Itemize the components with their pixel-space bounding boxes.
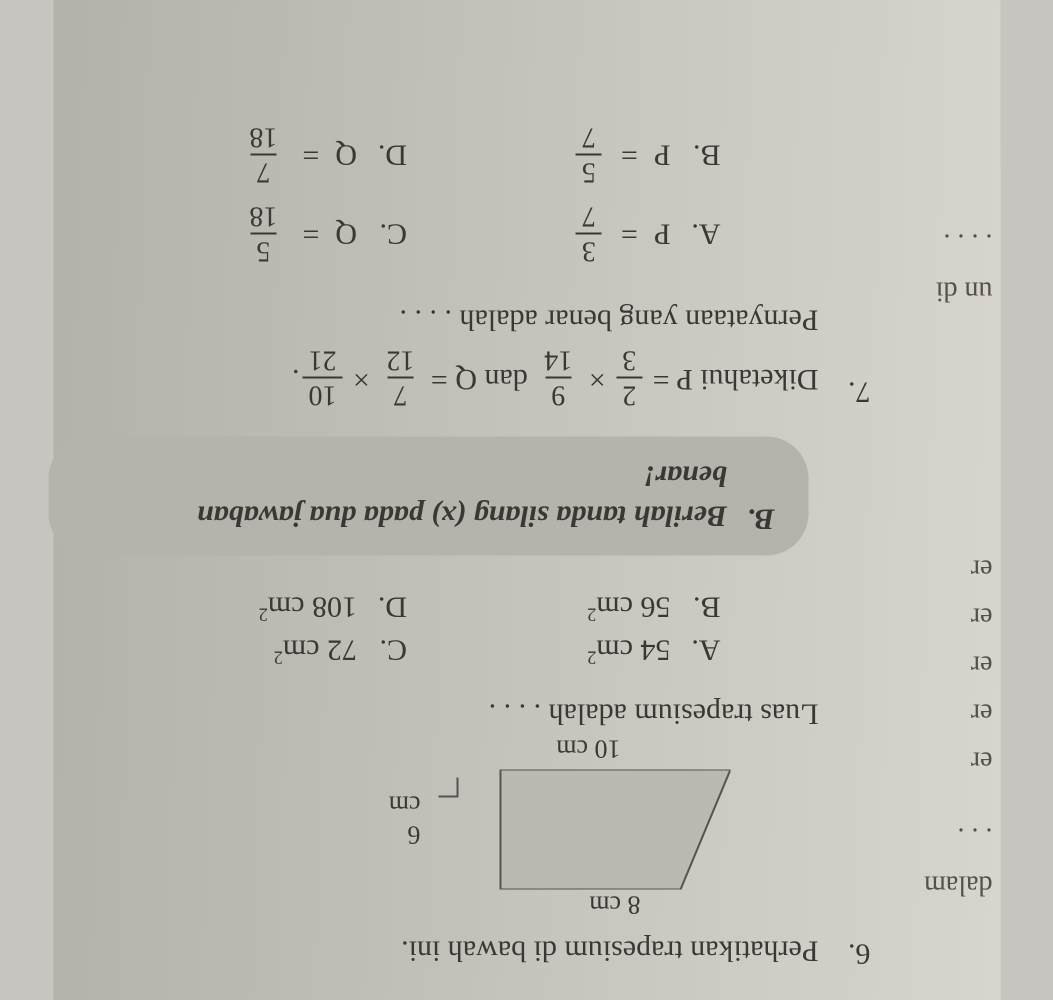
q7-col-right: C. Q = 5 18 D. Q = 7 18	[93, 106, 407, 280]
q7-lead: Diketahui P =	[652, 362, 818, 395]
question-6: 6. Perhatikan trapesium di bawah ini.	[93, 930, 870, 971]
choice-letter: B.	[686, 137, 720, 171]
trapezoid-shape	[430, 770, 730, 890]
q6-prompt: Luas trapesium adalah . . . .	[93, 693, 818, 734]
main-column: 6. Perhatikan trapesium di bawah ini. 8 …	[93, 106, 870, 970]
section-b-text: Berilah tanda silang (x) pada dua jawaba…	[196, 456, 726, 535]
frag-er: er	[910, 642, 992, 680]
frag-dalam: dalam	[910, 862, 992, 900]
q7-equation-line: Diketahui P = 2 3 × 9 14 dan Q = 7 12	[93, 345, 818, 408]
frag-er: er	[910, 594, 992, 632]
q6-text: Perhatikan trapesium di bawah ini.	[93, 930, 818, 971]
choice-var: Q	[335, 137, 357, 171]
q7-choices: A. P = 3 7 B. P = 5 7	[93, 106, 720, 280]
q7-choice-c[interactable]: C. Q = 5 18	[93, 201, 407, 264]
frag-ndots: . . . .	[910, 220, 992, 258]
trap-label-right: 6 cm	[388, 790, 420, 850]
q7-col-left: A. P = 3 7 B. P = 5 7	[407, 106, 721, 280]
q7-body: Diketahui P = 2 3 × 9 14 dan Q = 7 12	[93, 298, 818, 408]
choice-text: 54 cm2	[587, 632, 670, 667]
choice-letter: C.	[373, 633, 407, 667]
choice-letter: A.	[686, 633, 720, 667]
q6-choice-a[interactable]: A. 54 cm2	[407, 632, 721, 667]
choice-var: P	[653, 216, 670, 250]
fraction-p1: 2 3	[616, 345, 642, 408]
q6-choice-d[interactable]: D. 108 cm2	[93, 589, 407, 624]
equals-icon: =	[620, 216, 637, 250]
q7-tail: .	[291, 362, 299, 395]
fraction-p2: 9 14	[538, 345, 578, 408]
q7-line2: Pernyataan yang benar adalah . . . .	[93, 298, 818, 339]
frag-er: er	[910, 690, 992, 728]
choice-text: 108 cm2	[258, 589, 356, 624]
q6-choice-c[interactable]: C. 72 cm2	[93, 632, 407, 667]
fraction-q2: 10 21	[302, 345, 342, 408]
trapezoid-poly	[500, 770, 730, 890]
choice-fraction: 5 18	[243, 201, 283, 264]
q6-col-left: A. 54 cm2 B. 56 cm2	[407, 581, 721, 675]
frag-er: er	[910, 546, 992, 584]
choice-letter: D.	[373, 137, 407, 171]
question-7: 7. Diketahui P = 2 3 × 9 14 dan Q = 7	[93, 298, 870, 408]
section-b-label: B.	[746, 456, 774, 535]
choice-letter: C.	[373, 216, 407, 250]
q7-mid: dan Q =	[430, 362, 527, 395]
choice-fraction: 7 18	[243, 122, 283, 185]
frag-un-di: un di	[910, 268, 992, 306]
section-b-line1: Berilah tanda silang (x) pada dua jawaba…	[196, 495, 726, 535]
q7-number: 7.	[836, 374, 870, 408]
q6-number: 6.	[836, 936, 870, 970]
q6-choices: A. 54 cm2 B. 56 cm2 C. 72 cm2 D. 108 cm2	[93, 581, 720, 675]
choice-letter: D.	[373, 590, 407, 624]
equals-icon: =	[302, 216, 319, 250]
choice-var: P	[653, 137, 670, 171]
q6-choice-b[interactable]: B. 56 cm2	[407, 589, 721, 624]
q6-figure: 8 cm 6 cm 10 cm	[93, 752, 730, 912]
equals-icon: =	[620, 137, 637, 171]
page-scan: dalam . . . er er er er er un di . . . .…	[53, 0, 1000, 1000]
choice-text: 72 cm2	[273, 632, 356, 667]
left-edge-fragments: dalam . . . er er er er er un di . . . .	[910, 0, 1000, 1000]
q7-choice-a[interactable]: A. P = 3 7	[407, 201, 721, 264]
trap-label-bottom: 10 cm	[556, 734, 620, 764]
times-icon: ×	[352, 362, 369, 395]
choice-var: Q	[335, 216, 357, 250]
choice-fraction: 5 7	[575, 122, 601, 185]
right-angle-icon	[438, 778, 458, 798]
fraction-q1: 7 12	[380, 345, 420, 408]
frag-er: er	[910, 738, 992, 776]
choice-letter: B.	[686, 590, 720, 624]
times-icon: ×	[588, 362, 605, 395]
section-b-line2: benar!	[196, 456, 726, 496]
q6-prompt-row: Luas trapesium adalah . . . .	[93, 693, 818, 734]
q6-col-right: C. 72 cm2 D. 108 cm2	[93, 581, 407, 675]
equals-icon: =	[302, 137, 319, 171]
trap-label-top: 8 cm	[589, 890, 640, 920]
frag-dots: . . .	[910, 814, 992, 852]
trapezoid-diagram: 8 cm 6 cm 10 cm	[430, 752, 730, 912]
q7-choice-b[interactable]: B. P = 5 7	[407, 122, 721, 185]
choice-fraction: 3 7	[575, 201, 601, 264]
choice-letter: A.	[686, 216, 720, 250]
q7-choice-d[interactable]: D. Q = 7 18	[93, 122, 407, 185]
choice-text: 56 cm2	[587, 589, 670, 624]
section-b-header: B. Berilah tanda silang (x) pada dua jaw…	[48, 436, 808, 555]
